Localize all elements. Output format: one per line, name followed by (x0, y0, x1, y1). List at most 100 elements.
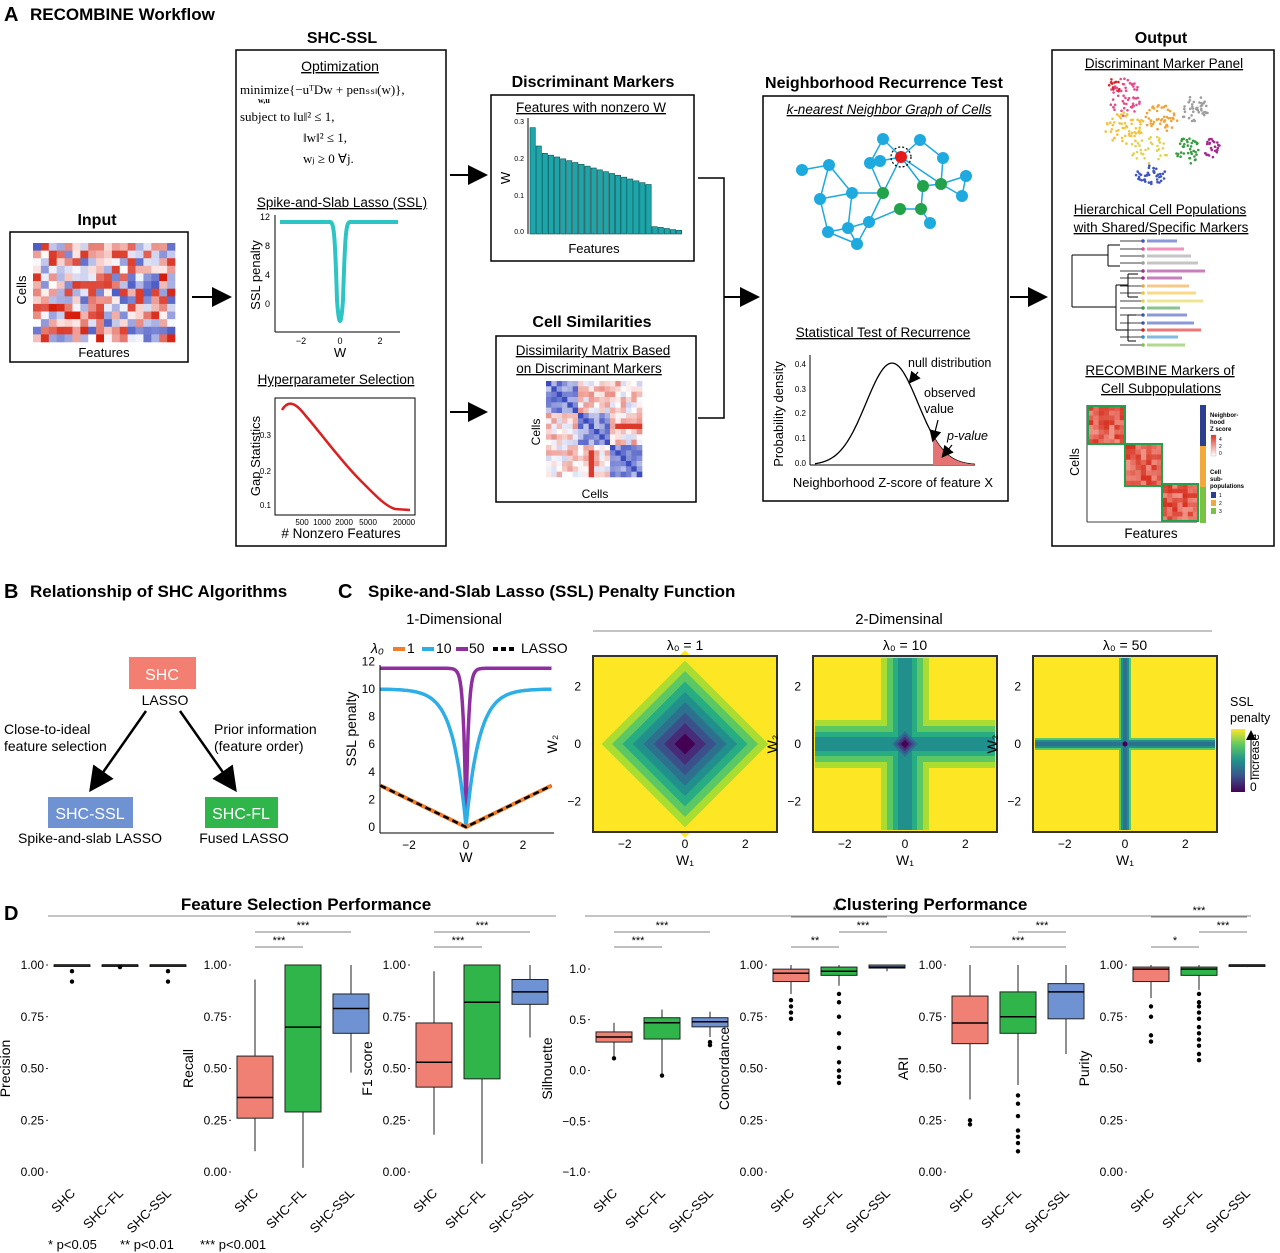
similarity-cell (604, 461, 611, 467)
similarity-cell (599, 397, 605, 403)
discriminant-title: Discriminant Markers (512, 74, 675, 91)
input-heat-cell (40, 258, 50, 267)
similarity-cell (631, 439, 637, 446)
marker-heat-cell (1172, 511, 1178, 517)
density-ytick: 0.1 (795, 434, 807, 443)
node-shc-sub: LASSO (142, 692, 189, 708)
marker-heat-cell (1119, 439, 1126, 445)
input-heat-cell (56, 311, 65, 320)
input-heat-cell (111, 258, 121, 267)
similarity-cell (572, 439, 579, 446)
umap-point (1134, 97, 1138, 100)
umap-point (1130, 142, 1134, 146)
similarity-cell (551, 445, 557, 451)
input-heat-cell (159, 319, 168, 328)
umap-point (1107, 83, 1111, 87)
input-heat-cell (88, 303, 97, 312)
similarity-cell (583, 407, 589, 414)
similarity-cell (572, 445, 579, 451)
boxplot-ylabel: Recall (180, 1049, 196, 1088)
umap-point (1132, 85, 1135, 88)
similarity-cell (583, 471, 589, 478)
umap-point (1159, 175, 1163, 178)
boxplot-xtick: SHC-SSL (843, 1186, 893, 1236)
similarity-cell (631, 402, 637, 408)
legend-lambda: λ₀ (370, 640, 384, 656)
marker-heat-cell (1177, 493, 1183, 499)
input-heat-cell (64, 265, 73, 274)
umap-point (1209, 146, 1213, 150)
similarity-cell (572, 450, 579, 456)
input-heat-cell (64, 258, 73, 267)
marker-heat-cell (1109, 425, 1115, 430)
boxplot-box (772, 968, 810, 983)
umap-point (1199, 105, 1203, 108)
colorbar-title-2: penalty (1230, 711, 1271, 725)
boxplot-outlier (836, 1060, 842, 1065)
marker-heat-cell (1151, 470, 1157, 476)
umap-point (1215, 150, 1219, 154)
marker-heat-cell (1125, 459, 1131, 466)
marker-heat-cell (1172, 516, 1178, 522)
similarity-cell (620, 429, 627, 435)
input-heat-cell (56, 296, 65, 305)
ssl-ytick: 0 (265, 299, 270, 309)
similarity-cell (599, 461, 605, 467)
similarity-cell (620, 455, 627, 462)
umap-point (1109, 130, 1113, 134)
umap-point (1165, 115, 1169, 119)
similarity-cell (594, 402, 600, 408)
similarity-cell (556, 423, 563, 430)
marker-heat-cell (1098, 415, 1105, 421)
umap-point (1129, 105, 1133, 109)
similarity-cell (588, 461, 595, 467)
discriminant-bar (645, 184, 652, 235)
input-heat-cell (167, 250, 176, 259)
legend-z-title: hood (1210, 420, 1225, 426)
umap-point (1149, 122, 1152, 125)
marker-heat-cell (1125, 449, 1131, 455)
similarity-cell (599, 471, 605, 478)
marker-heat-cell (1187, 502, 1194, 508)
similarity-cell (556, 402, 563, 408)
similarity-cell (636, 461, 643, 467)
marker-heat-cell (1140, 475, 1147, 481)
input-heat-cell (119, 334, 128, 343)
umap-point (1206, 111, 1209, 115)
similarity-cell (556, 434, 563, 440)
knn-node (917, 180, 929, 192)
panel-b-letter: B (4, 581, 18, 603)
similarity-cell (604, 429, 611, 435)
ssl1d-ytick: 2 (368, 792, 375, 806)
boxplot-outlier (1015, 1113, 1021, 1119)
input-heat-cell (40, 311, 50, 320)
heatmap-center (901, 740, 909, 748)
knn-node (796, 164, 808, 176)
boxplot-xtick: SHC-SSL (1022, 1186, 1072, 1236)
input-heat-cell (159, 288, 168, 297)
umap-point (1125, 102, 1128, 106)
similarity-cell (567, 397, 573, 403)
marker-heat-cell (1146, 449, 1152, 455)
umap-point (1132, 152, 1135, 155)
input-heat-cell (135, 334, 144, 343)
input-heat-cell (72, 265, 81, 274)
similarity-cell (620, 423, 627, 430)
similarity-cell (604, 439, 611, 446)
marker-heat-cell (1103, 415, 1110, 421)
discriminant-bar (554, 156, 561, 235)
input-heat-cell (167, 334, 176, 343)
similarity-cell (583, 455, 589, 462)
knn-focus-node (895, 151, 907, 163)
input-heat-cell (135, 311, 144, 320)
panel-d: D Feature Selection Performance Clusteri… (0, 895, 1266, 1252)
similarity-cell (562, 461, 568, 467)
similarity-cell (546, 461, 552, 467)
input-heat-cell (80, 273, 89, 282)
panel-a-letter: A (4, 4, 18, 26)
umap-point (1188, 137, 1191, 140)
input-heat-cell (159, 311, 168, 320)
umap-point (1119, 116, 1123, 120)
dendrogram-branch (1071, 254, 1116, 308)
